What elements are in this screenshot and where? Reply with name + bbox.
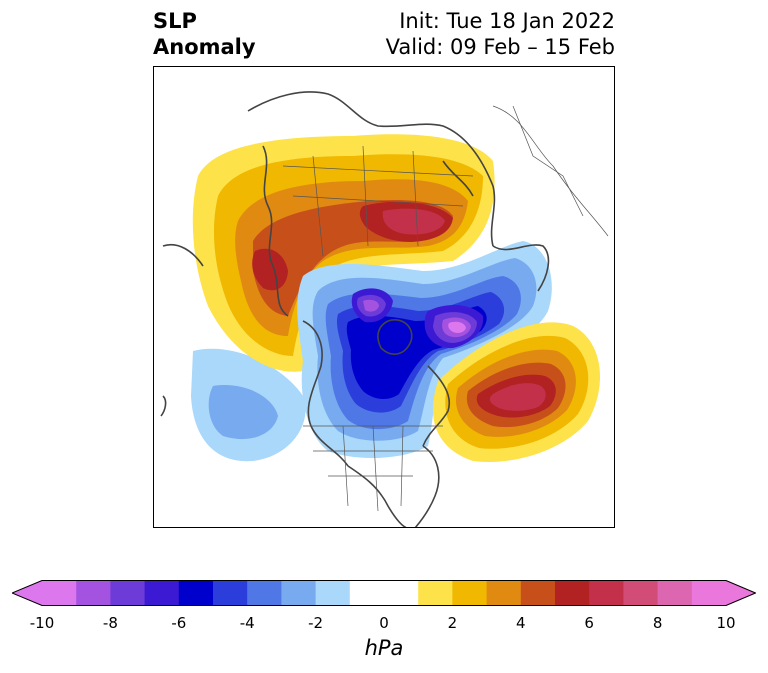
borders xyxy=(282,105,609,512)
colorbar-bin xyxy=(315,580,351,606)
colorbar-tick-label: -6 xyxy=(171,614,187,632)
colorbar-bin xyxy=(589,580,624,606)
colorbar-bin xyxy=(42,580,77,606)
colorbar-tick-label: -8 xyxy=(102,614,118,632)
colorbar-bin xyxy=(349,580,385,606)
colorbar-bin xyxy=(555,580,590,606)
colorbar-tick-label: -10 xyxy=(29,614,55,632)
date-info: Init: Tue 18 Jan 2022 Valid: 09 Feb – 15… xyxy=(386,8,615,60)
colorbar-tick-label: -2 xyxy=(308,614,324,632)
colorbar-bin xyxy=(247,580,282,606)
colorbar-bin xyxy=(657,580,693,606)
colorbar-bin xyxy=(110,580,146,606)
arctic-low-contours xyxy=(297,241,552,458)
title-line-2: Anomaly xyxy=(153,35,256,59)
coastlines xyxy=(160,91,550,528)
colorbar-bin xyxy=(520,580,556,606)
colorbar-bin xyxy=(418,580,453,606)
colorbar-unit: hPa xyxy=(364,636,404,660)
colorbar xyxy=(10,580,757,606)
colorbar-bin xyxy=(452,580,488,606)
colorbar-ticks: -10 -8 -6 -4 -2 0 2 4 6 8 10 xyxy=(0,614,768,634)
title-line-1: SLP xyxy=(153,9,197,33)
colorbar-tick-label: 10 xyxy=(716,614,736,632)
anomaly-map xyxy=(153,66,615,528)
north-pacific-low-contours xyxy=(191,348,306,462)
colorbar-bin xyxy=(213,580,248,606)
colorbar-bin xyxy=(384,580,419,606)
init-date: Init: Tue 18 Jan 2022 xyxy=(399,9,615,33)
colorbar-bin xyxy=(691,580,727,606)
colorbar-bin xyxy=(281,580,317,606)
colorbar-tick-label: 4 xyxy=(516,614,526,632)
colorbar-tick-label: 0 xyxy=(379,614,389,632)
map-title: SLP Anomaly xyxy=(153,8,256,60)
colorbar-tick-label: 6 xyxy=(584,614,594,632)
colorbar-bin xyxy=(178,580,214,606)
colorbar-outline xyxy=(10,580,757,606)
colorbar-tick-label: 2 xyxy=(447,614,458,632)
colorbar-svg xyxy=(10,580,757,606)
colorbar-bin xyxy=(623,580,659,606)
colorbar-tick-label: 8 xyxy=(652,614,663,632)
valid-range: Valid: 09 Feb – 15 Feb xyxy=(385,35,615,59)
atlantic-high-contours xyxy=(432,322,600,462)
colorbar-extension-max xyxy=(726,580,756,606)
colorbar-extension-min xyxy=(12,580,42,606)
colorbar-tick-label: -4 xyxy=(239,614,255,632)
colorbar-bin xyxy=(76,580,111,606)
colorbar-bin xyxy=(486,580,522,606)
colorbar-bin xyxy=(144,580,180,606)
